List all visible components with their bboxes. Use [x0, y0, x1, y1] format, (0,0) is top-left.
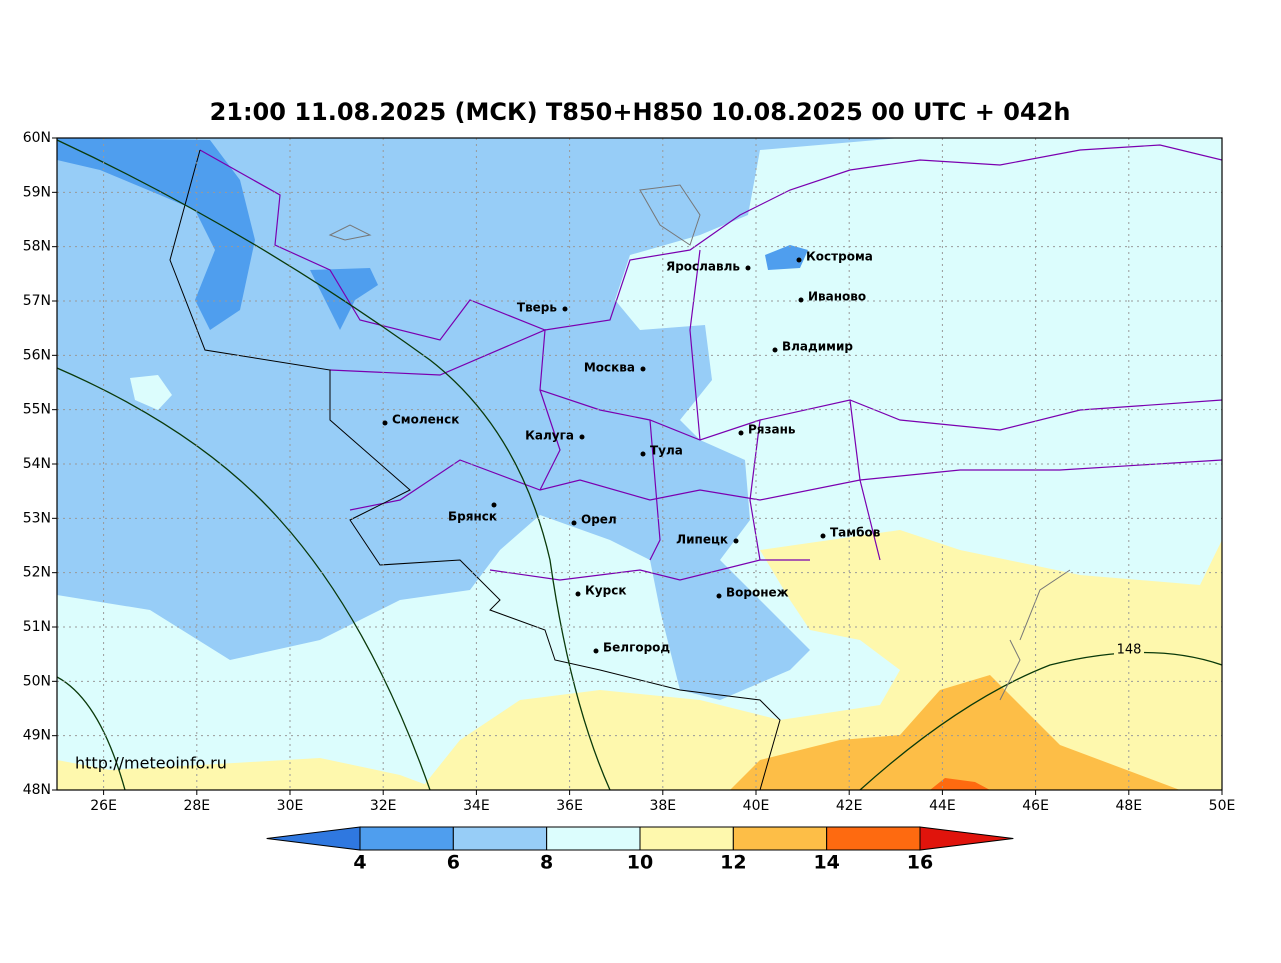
city-label: Липецк: [676, 533, 728, 547]
colorbar-tick-label: 10: [627, 852, 653, 874]
lon-tick-label: 40E: [743, 798, 770, 814]
city-dot: [796, 257, 802, 263]
city-label: Тверь: [517, 301, 558, 315]
city-dot: [772, 347, 778, 353]
colorbar-tick-label: 6: [447, 852, 460, 874]
lat-tick-label: 58N: [23, 239, 51, 255]
lat-tick-label: 51N: [23, 619, 51, 635]
colorbar: 4 6 8 10 12 14 16: [266, 826, 1014, 874]
cities: Ярославль Кострома Иваново Тверь Владимир Мос…: [382, 250, 881, 655]
city-label: Курск: [585, 584, 626, 598]
city-dot: [745, 265, 751, 271]
lat-tick-label: 52N: [23, 565, 51, 581]
city-label: Ярославль: [666, 260, 740, 274]
field-6-8: [57, 138, 900, 700]
city-label: Орел: [581, 513, 617, 527]
colorbar-tick-label: 16: [907, 852, 933, 874]
lat-tick-label: 59N: [23, 184, 51, 200]
colorbar-extend-low: [266, 826, 361, 851]
city-dot: [820, 533, 826, 539]
city-label: Тамбов: [830, 526, 881, 540]
lon-tick-label: 44E: [929, 798, 956, 814]
lat-tick-label: 56N: [23, 347, 51, 363]
city-label: Белгород: [603, 641, 670, 655]
lon-tick-label: 50E: [1209, 798, 1236, 814]
lon-tick-label: 42E: [836, 798, 863, 814]
lat-tick-label: 53N: [23, 510, 51, 526]
lat-tick-label: 49N: [23, 728, 51, 744]
lat-tick-label: 60N: [23, 130, 51, 146]
city-label: Смоленск: [392, 413, 459, 427]
city-dot: [593, 648, 599, 654]
height-contours: [57, 139, 1222, 790]
field-10-12: [57, 758, 440, 790]
city-dot: [562, 306, 568, 312]
field-8-10: [130, 375, 172, 410]
colorbar-tick-label: 8: [540, 852, 553, 874]
city-dot: [798, 297, 804, 303]
region-borders: [199, 144, 1222, 581]
contour-label-bg: [1114, 642, 1144, 658]
lat-tick-label: 50N: [23, 673, 51, 689]
city-label: Калуга: [525, 429, 574, 443]
lat-tick-label: 57N: [23, 293, 51, 309]
city-dot: [382, 420, 388, 426]
colorbar-bin: [732, 826, 828, 851]
watermark: http://meteoinfo.ru: [75, 754, 227, 773]
lon-tick-label: 32E: [370, 798, 397, 814]
city-dot: [575, 591, 581, 597]
city-label: Владимир: [782, 340, 853, 354]
field-12-14: [730, 675, 1180, 790]
city-label: Тула: [650, 444, 683, 458]
country-borders: [169, 149, 781, 790]
lat-tick-label: 48N: [23, 782, 51, 798]
colorbar-bin: [639, 826, 734, 851]
lon-tick-label: 36E: [556, 798, 583, 814]
city-label: Иваново: [808, 290, 866, 304]
city-dot: [716, 593, 722, 599]
city-dot: [491, 502, 497, 508]
lat-tick-label: 54N: [23, 456, 51, 472]
city-dot: [738, 430, 744, 436]
colorbar-bin: [359, 826, 454, 851]
colorbar-bin: [546, 826, 641, 851]
city-label: Кострома: [806, 250, 873, 264]
city-dot: [571, 520, 577, 526]
city-dot: [579, 434, 585, 440]
city-dot: [640, 366, 646, 372]
city-label: Рязань: [748, 423, 796, 437]
grid: [57, 138, 1222, 790]
field-14-16: [930, 778, 990, 790]
map-title: 21:00 11.08.2025 (МСК) T850+H850 10.08.2…: [210, 98, 1071, 126]
colorbar-bin: [452, 826, 548, 851]
colorbar-tick-label: 12: [720, 852, 746, 874]
city-label: Воронеж: [726, 586, 789, 600]
city-dot: [733, 538, 739, 544]
water-bodies: [328, 184, 1071, 701]
city-label: Брянск: [448, 510, 497, 524]
lon-tick-label: 48E: [1115, 798, 1142, 814]
lon-tick-label: 34E: [463, 798, 490, 814]
lon-tick-label: 28E: [183, 798, 210, 814]
contour-label: 148: [1117, 643, 1142, 658]
map-fields: [57, 138, 1222, 790]
colorbar-tick-label: 4: [353, 852, 366, 874]
colorbar-extend-high: [919, 826, 1014, 851]
field-4-6: [57, 138, 255, 330]
city-dot: [640, 451, 646, 457]
colorbar-tick-label: 14: [813, 852, 839, 874]
lat-tick-label: 55N: [23, 402, 51, 418]
lon-tick-label: 38E: [649, 798, 676, 814]
lon-tick-label: 30E: [277, 798, 304, 814]
lon-tick-label: 46E: [1022, 798, 1049, 814]
colorbar-bin: [826, 826, 921, 851]
city-label: Москва: [584, 361, 635, 375]
lon-tick-label: 26E: [90, 798, 117, 814]
